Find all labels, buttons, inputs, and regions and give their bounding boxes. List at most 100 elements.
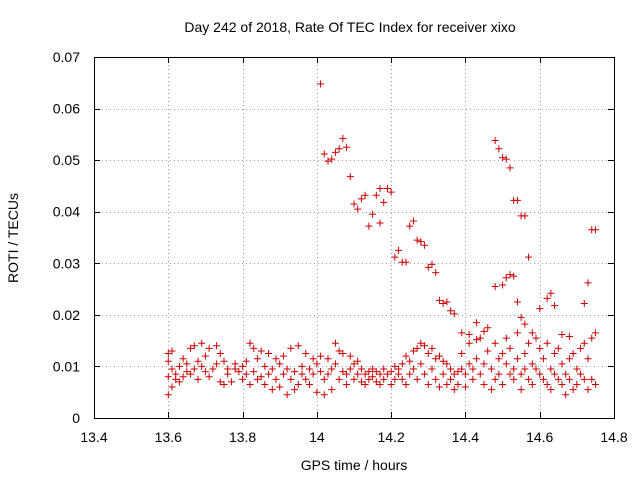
data-point [528,329,536,337]
data-point [402,380,410,388]
data-point [573,365,581,373]
data-point [447,375,455,383]
data-point [198,362,206,370]
data-point [205,373,213,381]
data-point [565,375,573,383]
data-point [406,370,414,378]
data-point [502,155,510,163]
data-point [473,355,481,363]
data-point [216,378,224,386]
data-point [580,375,588,383]
data-point [517,386,525,394]
data-point [179,355,187,363]
data-point [179,373,187,381]
data-point [510,375,518,383]
data-point [294,342,302,350]
data-point [365,375,373,383]
data-point [209,365,217,373]
y-tick-label: 0.04 [53,204,80,220]
data-point [261,380,269,388]
data-point [216,350,224,358]
data-point [517,313,525,321]
data-point [435,296,443,304]
data-point [369,373,377,381]
data-point [391,375,399,383]
data-point [473,336,481,344]
data-point [469,375,477,383]
data-point [565,355,573,363]
data-point [253,355,261,363]
x-tick-label: 14.2 [378,429,405,445]
y-tick-label: 0.05 [53,152,80,168]
x-tick-label: 13.8 [229,429,256,445]
data-point [428,365,436,373]
data-point [528,380,536,388]
data-point [339,368,347,376]
data-point [187,370,195,378]
data-point [536,344,544,352]
data-point [421,241,429,249]
data-point [194,375,202,383]
data-point [395,246,403,254]
data-points [164,80,599,399]
x-tick-label: 14.6 [526,429,553,445]
data-point [369,210,377,218]
data-point [413,236,421,244]
data-point [432,269,440,277]
y-tick-label: 0.03 [53,255,80,271]
data-point [261,362,269,370]
data-point [387,188,395,196]
data-point [573,380,581,388]
data-point [294,380,302,388]
data-point [302,350,310,358]
data-point [458,365,466,373]
data-point [346,365,354,373]
data-point [547,365,555,373]
data-point [291,368,299,376]
data-point [398,375,406,383]
data-point [376,219,384,227]
data-point [547,289,555,297]
data-point [547,386,555,394]
data-point [253,375,261,383]
data-point [250,344,258,352]
data-point [513,329,521,337]
data-point [536,305,544,313]
data-point [402,258,410,266]
data-point [584,355,592,363]
data-point [320,391,328,399]
data-point [305,380,313,388]
data-point [343,143,351,151]
data-point [372,378,380,386]
data-point [380,365,388,373]
data-point [465,330,473,338]
data-point [190,342,198,350]
data-point [220,357,228,365]
data-point [220,380,228,388]
data-point [447,307,455,315]
data-point [213,342,221,350]
data-point [461,370,469,378]
data-point [417,238,425,246]
data-point [428,344,436,352]
data-point [357,195,365,203]
data-point [591,329,599,337]
data-point [513,196,521,204]
data-point [213,360,221,368]
data-point [465,360,473,368]
data-point [491,375,499,383]
x-tick-label: 14.8 [600,429,627,445]
data-point [510,272,518,280]
data-point [317,368,325,376]
data-point [480,380,488,388]
data-point [435,383,443,391]
data-point [558,380,566,388]
data-point [283,391,291,399]
data-point [551,370,559,378]
data-point [168,383,176,391]
data-point [298,362,306,370]
data-point [339,134,347,142]
data-point [432,355,440,363]
data-point [484,324,492,332]
data-point [588,375,596,383]
